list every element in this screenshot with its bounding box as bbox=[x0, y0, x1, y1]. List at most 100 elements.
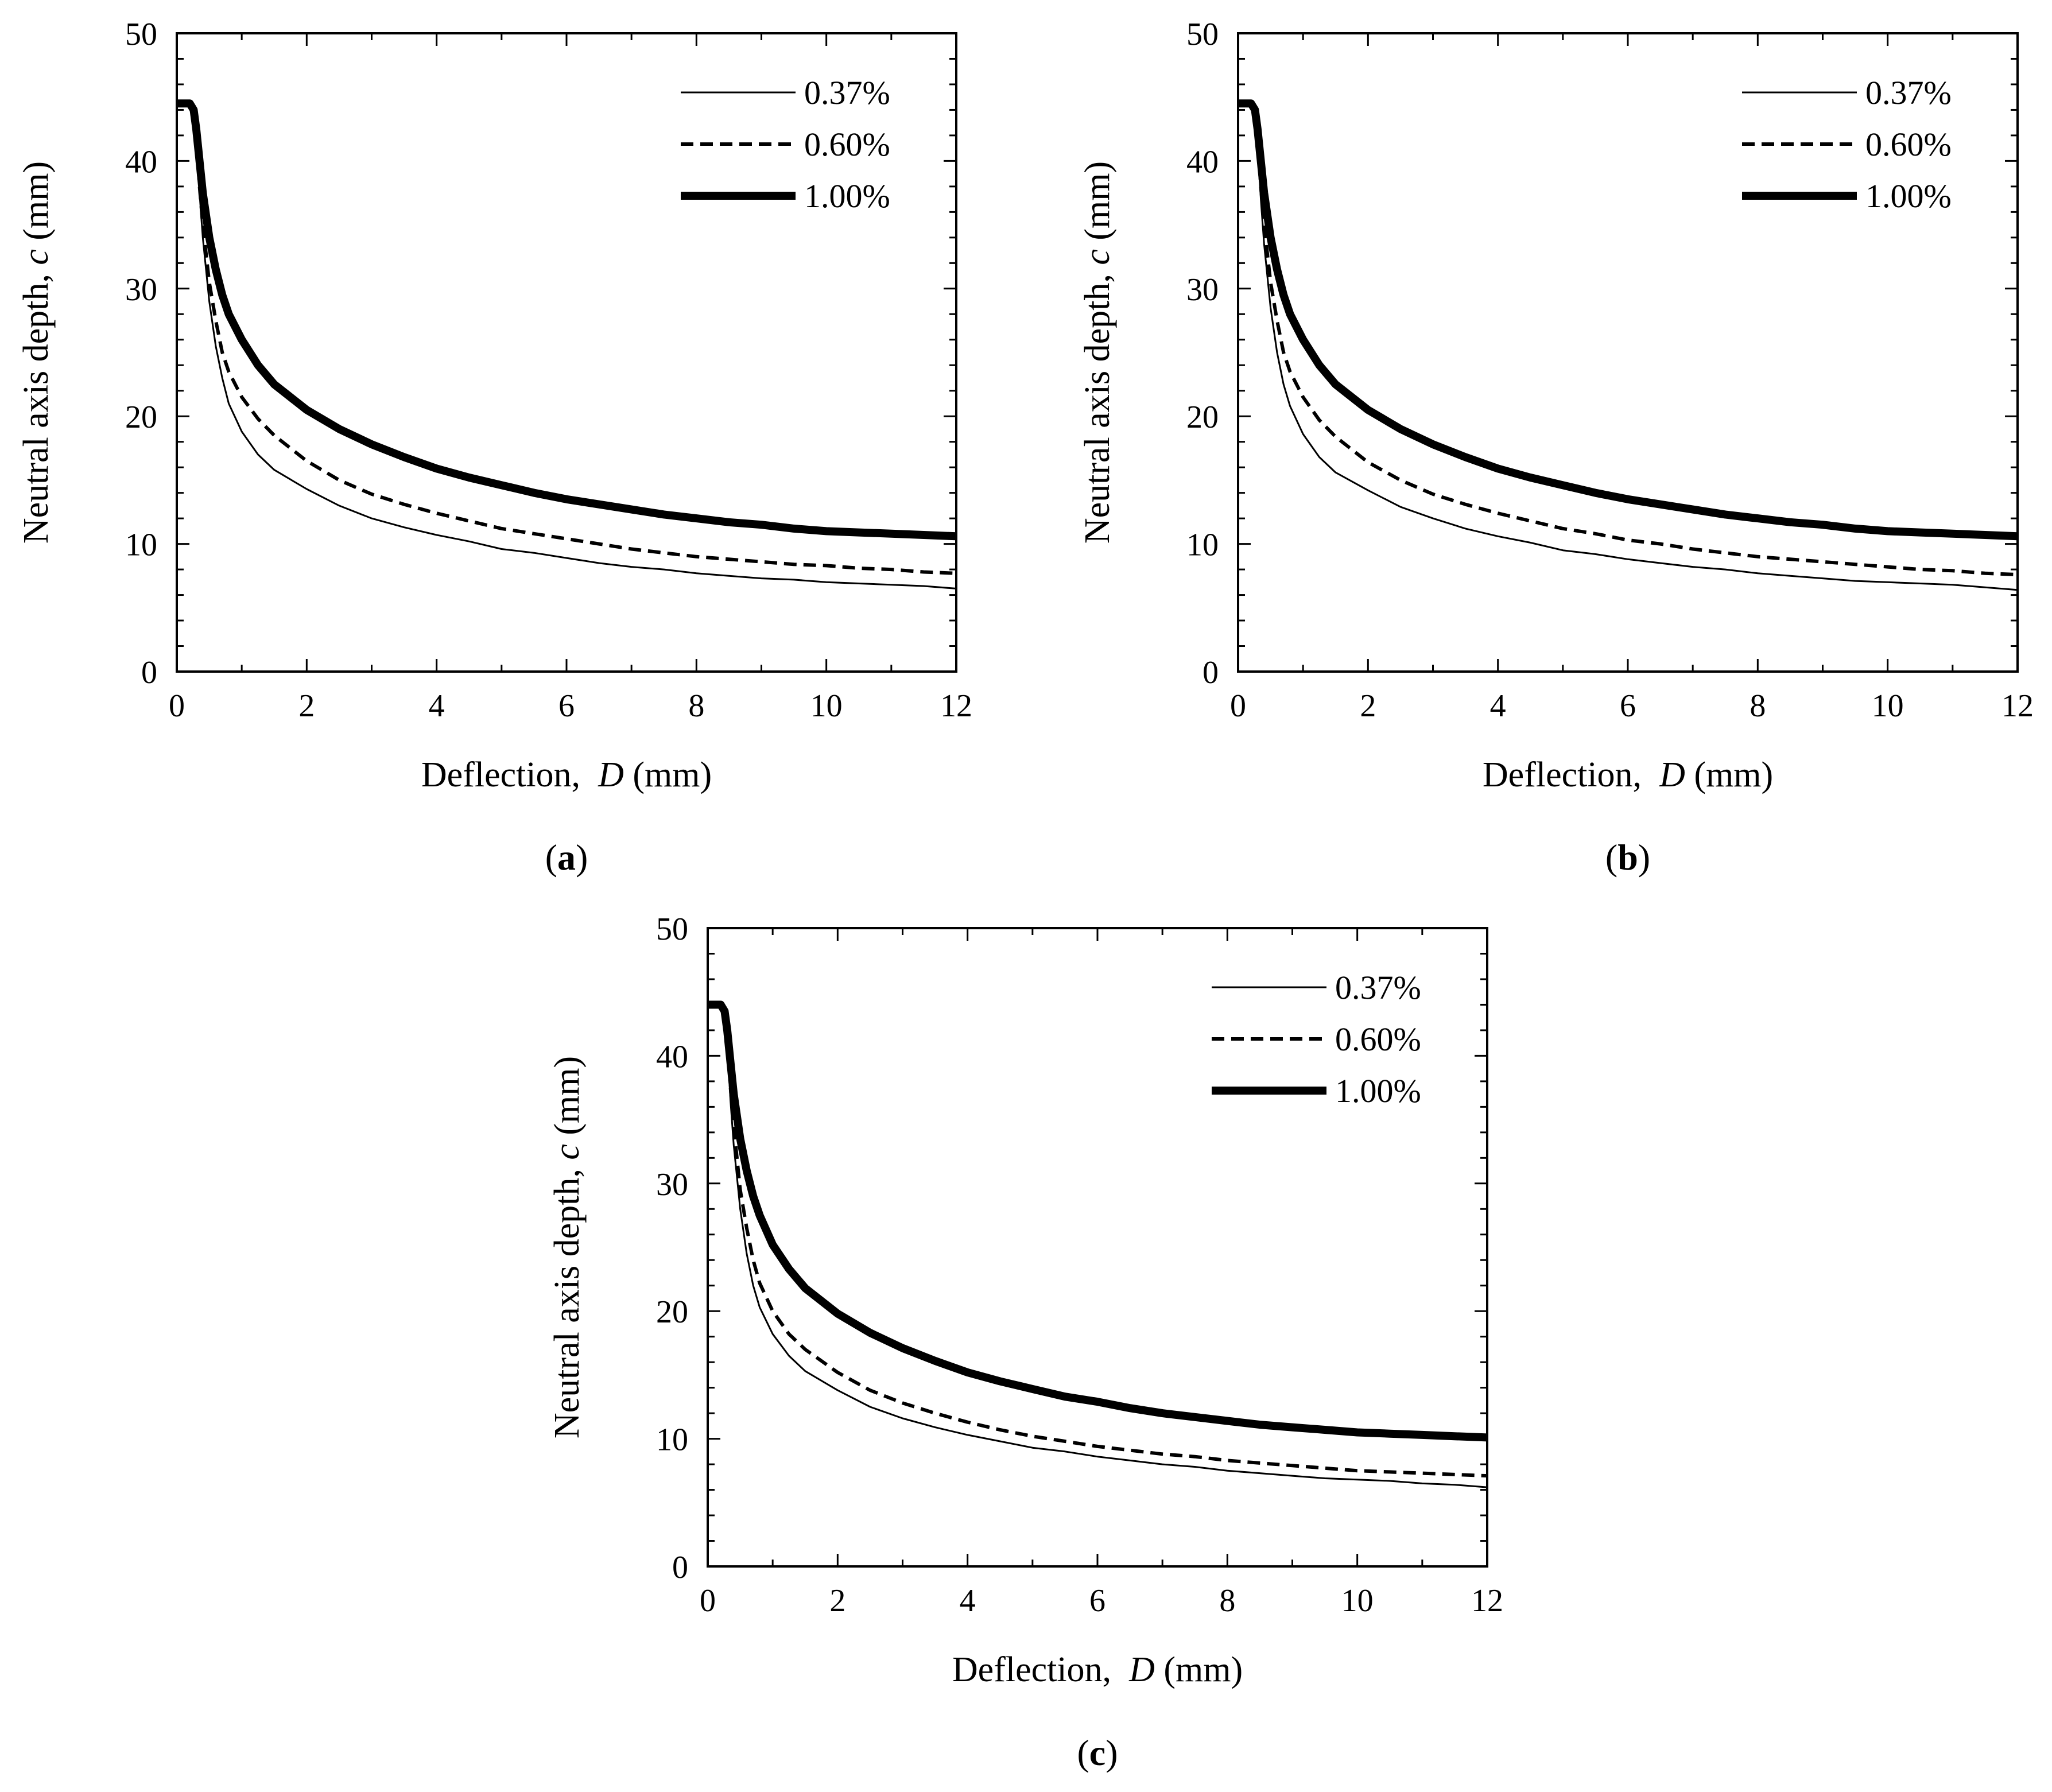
y-tick-label: 10 bbox=[125, 527, 157, 563]
legend-label: 0.60% bbox=[1865, 126, 1952, 163]
x-axis-title-unit: (mm) bbox=[633, 755, 712, 794]
legend: 0.37% 0.60% 1.00% bbox=[681, 74, 890, 215]
x-axis-title: Deflection, D (mm) bbox=[952, 1650, 1243, 1689]
x-tick-label: 8 bbox=[1750, 688, 1766, 724]
x-tick-label: 6 bbox=[1620, 688, 1636, 724]
y-axis-title-text: Neutral axis depth, bbox=[548, 1169, 587, 1438]
y-tick-label: 30 bbox=[125, 272, 157, 308]
y-tick-label: 20 bbox=[656, 1294, 688, 1330]
x-axis-title-text: Deflection, bbox=[1483, 755, 1642, 794]
y-tick-label: 10 bbox=[1186, 527, 1219, 563]
caption-paren: ) bbox=[1638, 837, 1650, 878]
x-axis-title-variable: D bbox=[1659, 755, 1685, 794]
x-tick-label: 4 bbox=[1490, 688, 1506, 724]
x-axis-title-text: Deflection, bbox=[421, 755, 580, 794]
x-tick-label: 10 bbox=[1341, 1583, 1374, 1619]
series-line-thin bbox=[177, 102, 956, 589]
caption-letter: c bbox=[1089, 1732, 1105, 1773]
x-tick-label: 12 bbox=[1471, 1583, 1503, 1619]
y-axis-title-text: Neutral axis depth, bbox=[1078, 274, 1117, 544]
y-tick-label: 30 bbox=[1186, 272, 1219, 308]
x-tick-label: 6 bbox=[558, 688, 575, 724]
series-line-thin bbox=[1238, 102, 2018, 591]
x-tick-label: 10 bbox=[1872, 688, 1904, 724]
series-line-thick bbox=[708, 1000, 1487, 1442]
legend-label: 0.37% bbox=[1335, 969, 1421, 1006]
y-axis-title-unit: (mm) bbox=[1078, 161, 1117, 241]
y-axis-title-unit: (mm) bbox=[17, 161, 56, 241]
y-tick-label: 50 bbox=[1186, 17, 1219, 52]
legend-label: 0.60% bbox=[804, 126, 890, 163]
x-axis-title-variable: D bbox=[598, 755, 624, 794]
caption-paren: ) bbox=[576, 837, 588, 878]
y-tick-label: 20 bbox=[1186, 399, 1219, 435]
legend: 0.37% 0.60% 1.00% bbox=[1212, 969, 1421, 1110]
x-tick-label: 12 bbox=[2001, 688, 2034, 724]
caption-paren: ) bbox=[1105, 1732, 1118, 1773]
x-tick-label: 10 bbox=[810, 688, 843, 724]
legend-label: 0.60% bbox=[1335, 1021, 1421, 1058]
panel-caption: (c) bbox=[1077, 1732, 1118, 1773]
legend-label: 1.00% bbox=[1335, 1072, 1421, 1110]
y-tick-label: 50 bbox=[656, 911, 688, 947]
legend-label: 1.00% bbox=[1865, 177, 1952, 215]
y-tick-label: 10 bbox=[656, 1422, 688, 1458]
plot-area bbox=[176, 32, 957, 673]
y-tick-label: 0 bbox=[672, 1550, 688, 1585]
x-tick-label: 0 bbox=[169, 688, 185, 724]
caption-letter: a bbox=[557, 837, 576, 878]
caption-paren: ( bbox=[1077, 1732, 1089, 1773]
x-tick-label: 4 bbox=[429, 688, 445, 724]
x-tick-label: 6 bbox=[1089, 1583, 1105, 1619]
series-line-thick bbox=[1238, 99, 2018, 541]
y-tick-label: 50 bbox=[125, 17, 157, 52]
y-axis-title-text: Neutral axis depth, bbox=[17, 274, 56, 544]
y-axis-title-unit: (mm) bbox=[548, 1056, 587, 1135]
x-axis-title: Deflection, D (mm) bbox=[1483, 755, 1773, 794]
series-line-thick bbox=[177, 99, 956, 541]
caption-paren: ( bbox=[545, 837, 557, 878]
legend-label: 1.00% bbox=[804, 177, 890, 215]
x-axis-title-unit: (mm) bbox=[1163, 1650, 1243, 1689]
caption-paren: ( bbox=[1605, 837, 1617, 878]
legend-label: 0.37% bbox=[804, 74, 890, 111]
x-tick-label: 0 bbox=[700, 1583, 716, 1619]
y-tick-label: 40 bbox=[656, 1039, 688, 1075]
x-tick-label: 8 bbox=[688, 688, 704, 724]
caption-letter: b bbox=[1617, 837, 1638, 878]
x-tick-label: 4 bbox=[960, 1583, 976, 1619]
x-axis-title-text: Deflection, bbox=[952, 1650, 1111, 1689]
panel-caption: (a) bbox=[545, 837, 588, 878]
x-tick-label: 8 bbox=[1219, 1583, 1235, 1619]
x-tick-label: 2 bbox=[829, 1583, 845, 1619]
x-axis-title-variable: D bbox=[1128, 1650, 1155, 1689]
y-tick-label: 30 bbox=[656, 1167, 688, 1203]
legend: 0.37% 0.60% 1.00% bbox=[1742, 74, 1952, 215]
x-tick-label: 2 bbox=[298, 688, 315, 724]
x-tick-label: 0 bbox=[1230, 688, 1246, 724]
x-tick-label: 12 bbox=[940, 688, 972, 724]
x-axis-title: Deflection, D (mm) bbox=[421, 755, 712, 794]
y-tick-label: 20 bbox=[125, 399, 157, 435]
x-tick-label: 2 bbox=[1360, 688, 1376, 724]
panel-caption: (b) bbox=[1605, 837, 1650, 878]
y-axis-title: Neutral axis depth, c (mm) bbox=[1078, 161, 1117, 544]
y-tick-label: 40 bbox=[1186, 144, 1219, 180]
y-axis-title-variable: c bbox=[1078, 249, 1117, 265]
y-tick-label: 40 bbox=[125, 144, 157, 180]
y-axis-title-variable: c bbox=[548, 1144, 587, 1160]
y-tick-label: 0 bbox=[141, 655, 157, 691]
legend-label: 0.37% bbox=[1865, 74, 1952, 111]
x-axis-title-unit: (mm) bbox=[1694, 755, 1773, 794]
plot-area bbox=[707, 927, 1488, 1568]
y-tick-label: 0 bbox=[1203, 655, 1219, 691]
y-axis-title: Neutral axis depth, c (mm) bbox=[548, 1056, 587, 1438]
plot-area bbox=[1237, 32, 2019, 673]
y-axis-title: Neutral axis depth, c (mm) bbox=[17, 161, 56, 544]
y-axis-title-variable: c bbox=[17, 249, 56, 265]
series-line-dashed bbox=[1238, 102, 2018, 576]
